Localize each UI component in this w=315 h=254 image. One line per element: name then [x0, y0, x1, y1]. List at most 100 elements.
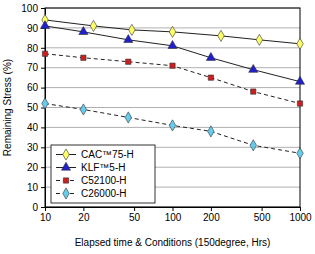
series-marker — [42, 51, 47, 56]
y-tick-label: 0 — [32, 202, 38, 213]
series-marker — [40, 21, 49, 29]
plot-background — [45, 8, 300, 207]
series-marker — [250, 140, 256, 151]
y-tick: 40 — [27, 122, 45, 133]
series-marker — [80, 104, 86, 115]
series-marker — [169, 26, 175, 37]
y-tick-mark — [41, 207, 45, 208]
legend-label: KLF™5-H — [81, 162, 125, 173]
y-tick: 60 — [27, 82, 45, 93]
x-tick-label: 1000 — [289, 212, 312, 223]
x-tick: 50 — [129, 207, 141, 223]
series-marker — [256, 34, 262, 45]
y-tick: 20 — [27, 162, 45, 173]
legend-marker — [63, 149, 69, 160]
plot-frame — [45, 8, 300, 207]
x-tick: 100 — [165, 207, 182, 223]
series-marker — [297, 148, 303, 159]
series-marker — [297, 101, 302, 106]
y-tick-mark — [41, 167, 45, 168]
y-tick-mark — [41, 88, 45, 89]
y-tick: 0 — [32, 202, 45, 213]
x-tick-mark — [134, 207, 135, 211]
x-tick: 10 — [40, 207, 52, 223]
y-axis-title: Remaining Stress (%) — [2, 59, 13, 156]
series-marker — [79, 27, 88, 35]
y-tick-label: 50 — [27, 102, 39, 113]
legend-box — [51, 145, 155, 203]
x-tick-label: 100 — [165, 212, 182, 223]
x-tick-mark — [300, 207, 301, 211]
series-marker — [297, 38, 303, 49]
y-tick-mark — [41, 48, 45, 49]
y-tick: 70 — [27, 62, 45, 73]
x-tick-mark — [83, 207, 84, 211]
x-axis: 10 20 50 100 200 500 1000 — [40, 207, 312, 223]
grid-line — [45, 87, 300, 88]
y-tick-label: 70 — [27, 62, 39, 73]
y-tick-mark — [41, 8, 45, 9]
x-tick-label: 50 — [129, 212, 141, 223]
legend-item: C52100-H — [56, 175, 127, 186]
series-marker — [168, 41, 177, 49]
legend-item: C26000-H — [56, 188, 127, 199]
series-marker — [251, 89, 256, 94]
grid — [45, 8, 300, 207]
series-marker — [81, 55, 86, 60]
series-line — [45, 54, 300, 104]
y-tick: 30 — [27, 142, 45, 153]
y-tick-label: 20 — [27, 162, 39, 173]
y-tick-label: 60 — [27, 82, 39, 93]
legend-label: CAC™75-H — [81, 149, 134, 160]
x-tick: 1000 — [289, 207, 312, 223]
y-tick-label: 30 — [27, 142, 39, 153]
x-tick-mark — [262, 207, 263, 211]
x-tick-mark — [211, 207, 212, 211]
x-tick-label: 500 — [254, 212, 271, 223]
series-marker — [169, 120, 175, 131]
y-tick-mark — [41, 187, 45, 188]
y-tick-label: 90 — [27, 23, 39, 34]
x-tick: 500 — [254, 207, 271, 223]
series-marker — [129, 24, 135, 35]
series-line — [45, 26, 300, 82]
x-tick-label: 200 — [203, 212, 220, 223]
y-tick-label: 10 — [27, 182, 39, 193]
series-marker — [206, 52, 215, 60]
series-marker — [124, 35, 133, 43]
series-marker — [42, 98, 48, 109]
legend: CAC™75-H KLF™5-H C52100-H C26000-H — [51, 145, 155, 203]
y-tick-label: 40 — [27, 122, 39, 133]
chart: 1020501002005001000010203040506070809010… — [0, 0, 315, 254]
series-marker — [126, 59, 131, 64]
lines — [45, 20, 300, 153]
x-tick-label: 10 — [40, 212, 52, 223]
y-tick-label: 80 — [27, 43, 39, 54]
markers — [40, 14, 304, 158]
legend-item: CAC™75-H — [56, 149, 134, 160]
legend-label: C52100-H — [81, 175, 127, 186]
x-tick-label: 20 — [78, 212, 90, 223]
x-axis-line — [46, 208, 301, 212]
series-marker — [295, 76, 304, 84]
y-tick: 100 — [21, 3, 45, 14]
series-marker — [208, 75, 213, 80]
y-axis: 0 10 20 30 40 50 60 70 80 90 100 — [21, 3, 45, 213]
series-marker — [218, 30, 224, 41]
y-tick-mark — [41, 127, 45, 128]
y-tick: 10 — [27, 182, 45, 193]
legend-marker — [61, 162, 70, 170]
y-tick-mark — [41, 68, 45, 69]
series-marker — [170, 63, 175, 68]
series-marker — [208, 126, 214, 137]
series-marker — [90, 20, 96, 31]
legend-label: C26000-H — [81, 188, 127, 199]
x-tick-mark — [173, 207, 174, 211]
x-tick: 20 — [78, 207, 90, 223]
legend-marker — [63, 178, 68, 183]
legend-marker — [63, 188, 69, 199]
y-tick-mark — [41, 147, 45, 148]
plot: 1020501002005001000010203040506070809010… — [21, 3, 312, 223]
x-axis-title: Elapsed time & Conditions (150degree, Hr… — [75, 237, 271, 248]
x-tick: 200 — [203, 207, 220, 223]
